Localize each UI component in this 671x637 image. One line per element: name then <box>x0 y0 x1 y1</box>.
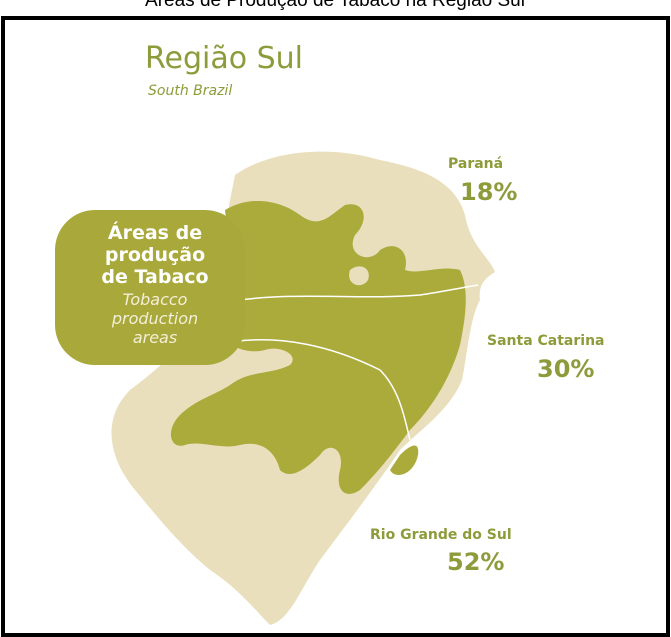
badge-line: produção <box>105 244 205 266</box>
border <box>239 284 479 301</box>
region-name: Rio Grande do Sul <box>370 527 512 543</box>
region-share: 18% <box>460 178 517 206</box>
region-share: 30% <box>537 355 594 383</box>
border <box>214 339 411 441</box>
badge-line: de Tabaco <box>101 266 208 288</box>
badge-line: Áreas de <box>108 221 202 244</box>
badge-subline: areas <box>133 328 177 347</box>
tobacco-area <box>390 445 419 475</box>
land-patch <box>349 266 369 286</box>
region-share: 52% <box>447 548 504 576</box>
region-name: Paraná <box>448 156 503 172</box>
figure-title: Áreas de Produção de Tabaco na Região Su… <box>145 0 525 11</box>
badge <box>55 210 245 365</box>
badge-subline: Tobacco <box>123 290 188 309</box>
badge-subline: production <box>111 309 198 328</box>
header-subtitle: South Brazil <box>148 83 232 99</box>
region-name: Santa Catarina <box>487 333 605 349</box>
header-title: Região Sul <box>145 41 303 76</box>
